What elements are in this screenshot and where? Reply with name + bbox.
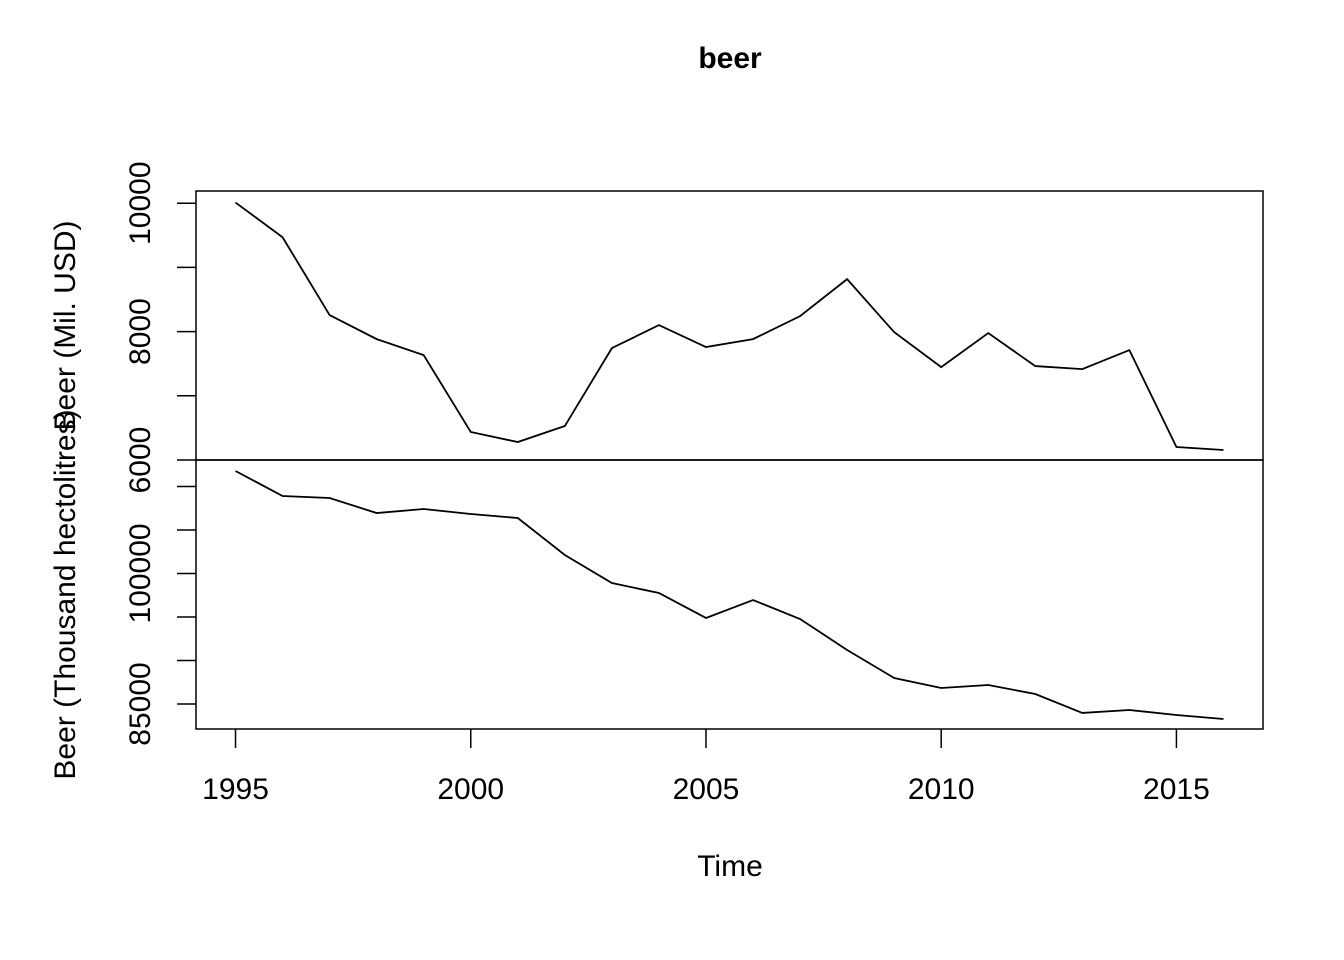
x-tick-label: 2005 [673, 773, 740, 806]
x-tick-label: 1995 [202, 773, 269, 806]
data-line [234, 201, 1224, 451]
x-tick-label: 2010 [908, 773, 975, 806]
y-axis-label: Beer (Mil. USD) [49, 220, 82, 430]
x-tick-label: 2015 [1143, 773, 1210, 806]
y-tick-label: 100000 [124, 523, 157, 623]
y-tick-label: 8000 [124, 298, 157, 365]
y-tick-label: 85000 [124, 662, 157, 745]
panel-frame [195, 190, 1264, 461]
chart-title: beer [698, 42, 762, 75]
x-axis-label: Time [697, 850, 763, 883]
panel-frame [195, 459, 1264, 730]
x-tick-label: 2000 [437, 773, 504, 806]
y-axis-label: Beer (Thousand hectolitres) [49, 409, 82, 779]
y-tick-label: 6000 [124, 427, 157, 494]
y-tick-label: 10000 [124, 161, 157, 244]
data-line [235, 470, 1224, 720]
